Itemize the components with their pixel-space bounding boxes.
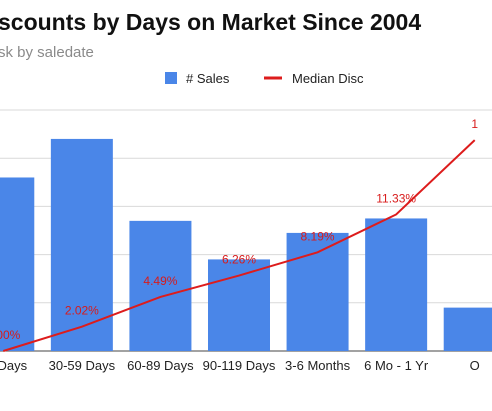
data-label: 2.02% (65, 304, 99, 318)
data-label: 1 (471, 117, 478, 131)
bar-30-days (0, 177, 35, 351)
legend-swatch-sales (165, 72, 177, 84)
bars (0, 138, 492, 351)
data-labels: 0.00% 2.02% 4.49% 6.26% 8.19% 11.33% 1 (0, 117, 478, 342)
x-tick-label: 60-89 Days (127, 358, 194, 373)
chart-title: scounts by Days on Market Since 2004 (0, 9, 421, 35)
legend: # Sales Median Disc (165, 71, 364, 86)
x-tick-label: 90-119 Days (203, 358, 276, 373)
x-tick-label: 6 Mo - 1 Yr (364, 358, 429, 373)
bar-90-119-days (208, 259, 270, 351)
legend-label-sales: # Sales (186, 71, 230, 86)
x-tick-labels: 30 Days 30-59 Days 60-89 Days 90-119 Days 3-… (0, 358, 480, 373)
data-label: 6.26% (222, 253, 256, 267)
bar-o (443, 307, 492, 351)
data-label: 0.00% (0, 328, 21, 342)
chart-subtitle: sk by saledate (0, 44, 94, 61)
x-tick-label: 30-59 Days (49, 358, 116, 373)
legend-label-disc: Median Disc (292, 71, 364, 86)
discount-line (2, 139, 476, 352)
data-label: 11.33% (376, 191, 416, 205)
bar-3-6-months (286, 232, 349, 351)
x-tick-label: 3-6 Months (285, 358, 351, 373)
bar-6-mo-1-yr (365, 218, 428, 351)
bar-60-89-days (129, 220, 192, 351)
data-label: 4.49% (143, 274, 177, 288)
bar-30-59-days (50, 138, 113, 351)
x-tick-label: O (470, 358, 480, 373)
data-label: 8.19% (301, 229, 335, 243)
x-tick-label: 30 Days (0, 358, 28, 373)
